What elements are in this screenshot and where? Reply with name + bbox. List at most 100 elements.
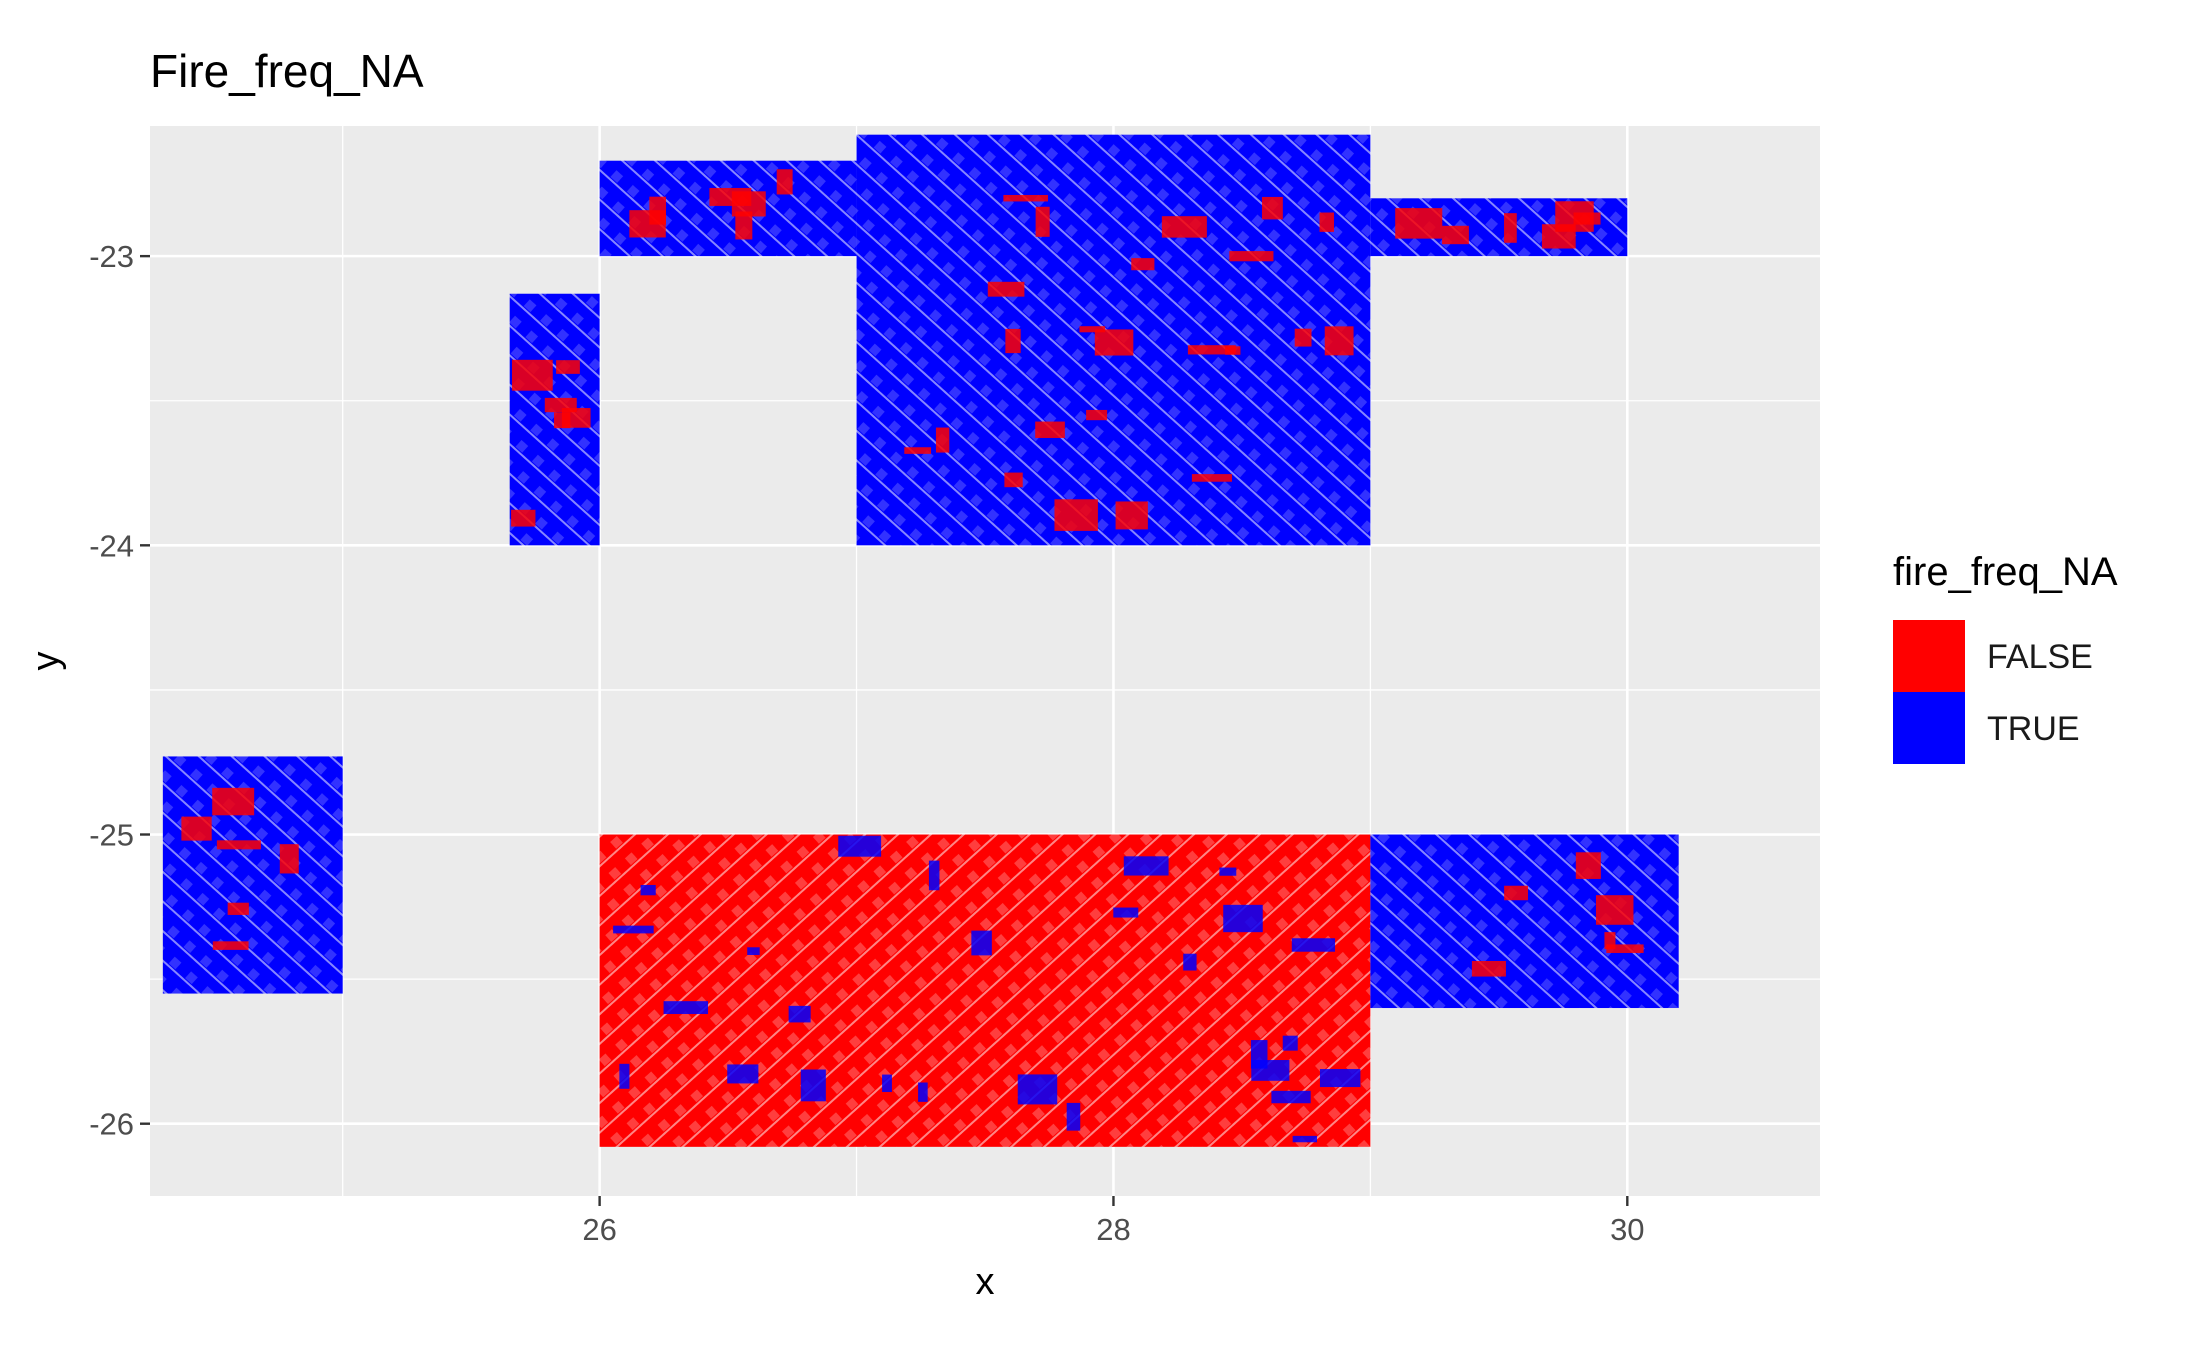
tile-north-west-patch (511, 359, 553, 391)
tile-north-main-patch (1005, 328, 1021, 354)
tile-north-main-patch (1131, 258, 1155, 271)
tile-north-main-patch (1261, 196, 1283, 220)
tile-south-main-patch (882, 1074, 892, 1093)
tile-south-main (599, 834, 1371, 1147)
tile-south-east-patch (1604, 932, 1616, 950)
tile-south-main-patch (1066, 1102, 1081, 1131)
tile-north-main-patch (1079, 326, 1106, 333)
y-tick-label: -26 (89, 1107, 134, 1142)
tile-north-main (856, 134, 1371, 546)
tile-south-main-patch (747, 947, 760, 956)
tile-west-patch (227, 902, 249, 915)
tile-north-main-patch (1187, 345, 1236, 355)
tile-north-main-patch (1294, 328, 1312, 347)
tile-north-west-patch (553, 412, 571, 429)
y-tick-label: -25 (89, 818, 134, 853)
legend: fire_freq_NA FALSE TRUE (1893, 550, 2183, 770)
tile-north-main-patch (1324, 326, 1354, 356)
tile-south-main-patch (788, 1005, 811, 1023)
y-tick-label: -23 (89, 239, 134, 274)
y-tick-label: -24 (89, 528, 134, 563)
tile-north-strip-26-patch (649, 196, 667, 225)
tile-west (162, 756, 343, 994)
tile-south-main-patch (1292, 1135, 1318, 1143)
x-tick-label: 28 (1096, 1212, 1130, 1247)
tile-north-main-patch (1004, 472, 1023, 488)
tile-south-main-patch (918, 1082, 928, 1102)
x-axis-label: x (976, 1261, 995, 1303)
tile-south-main-patch (1183, 953, 1197, 971)
tile-north-strip-29-patch (1541, 224, 1576, 249)
tile-south-east-patch (1595, 895, 1634, 925)
legend-label-false: FALSE (1987, 638, 2093, 676)
tile-north-strip-26-patch (776, 169, 793, 195)
tile-south-main-patch (1113, 907, 1139, 918)
tile-south-main-patch (1291, 938, 1336, 952)
tile-south-main-patch (1223, 904, 1263, 933)
legend-label-true: TRUE (1987, 710, 2080, 748)
tile-south-main-patch (838, 835, 882, 857)
tile-north-strip-26 (599, 160, 857, 257)
tile-north-strip-29-patch (1504, 213, 1517, 243)
legend-title: fire_freq_NA (1893, 550, 2118, 594)
tile-west-patch (279, 844, 299, 874)
legend-key-false (1893, 620, 1965, 692)
tile-north-main-patch (1191, 474, 1232, 482)
raster-tiles (162, 134, 1679, 1147)
tile-north-strip-29-patch (1395, 208, 1443, 239)
tile-north-main-patch (904, 447, 932, 454)
tile-north-main-patch (1035, 421, 1065, 438)
tile-south-main-patch (1271, 1090, 1311, 1104)
x-axis: 26 28 30 (582, 1196, 1645, 1247)
tile-north-main-patch (935, 427, 950, 453)
tile-north-strip-26-fill (599, 160, 857, 257)
tile-south-east-patch (1575, 852, 1601, 879)
y-axis-label: y (25, 652, 67, 671)
tile-north-west-patch (511, 509, 536, 527)
tile-west-patch (212, 787, 255, 816)
tile-south-east-patch (1504, 885, 1528, 901)
tile-north-main-patch (1319, 212, 1334, 232)
tile-south-main-patch (971, 930, 992, 956)
y-axis: -23 -24 -25 -26 (89, 239, 150, 1142)
tile-north-west-patch (544, 397, 577, 413)
x-tick-label: 26 (582, 1212, 616, 1247)
tile-west-patch (181, 816, 212, 841)
tile-south-main-patch (619, 1063, 630, 1089)
tile-south-main-patch (1123, 856, 1169, 876)
tile-north-main-patch (1115, 501, 1148, 530)
chart-title: Fire_freq_NA (150, 45, 424, 97)
tile-north-main-patch (1094, 329, 1134, 356)
tile-north-west-patch (556, 360, 580, 374)
tile-north-strip-29-patch (1442, 225, 1469, 245)
tile-north-main-patch (1086, 409, 1108, 421)
tile-west-patch (216, 840, 261, 850)
tile-south-main-patch (727, 1064, 759, 1084)
tile-south-main-fill (599, 834, 1371, 1147)
x-tick-label: 30 (1610, 1212, 1644, 1247)
tile-south-main-patch (663, 1001, 709, 1015)
tile-south-east (1370, 834, 1679, 1009)
tile-south-main-patch (800, 1069, 826, 1102)
legend-key-true (1893, 692, 1965, 764)
tile-north-main-patch (1054, 499, 1098, 531)
tile-south-main-patch (1282, 1035, 1298, 1051)
tile-north-main-patch (1229, 251, 1274, 262)
tile-north-strip-26-patch (735, 211, 753, 240)
tile-north-main-patch (1003, 194, 1048, 202)
tile-north-west (509, 293, 600, 546)
tile-south-main-patch (1219, 867, 1237, 876)
tile-south-east-patch (1606, 944, 1644, 953)
tile-north-main-patch (1161, 216, 1207, 238)
tile-south-main-patch (1319, 1069, 1361, 1088)
tile-south-main-patch (640, 884, 656, 896)
tile-west-patch (212, 941, 249, 950)
tile-south-east-patch (1471, 960, 1506, 977)
tile-north-strip-29 (1370, 198, 1628, 257)
tile-south-main-patch (1017, 1074, 1058, 1105)
tile-north-main-patch (1035, 206, 1050, 237)
tile-south-main-patch (1251, 1060, 1290, 1081)
tile-south-main-patch (928, 860, 940, 891)
